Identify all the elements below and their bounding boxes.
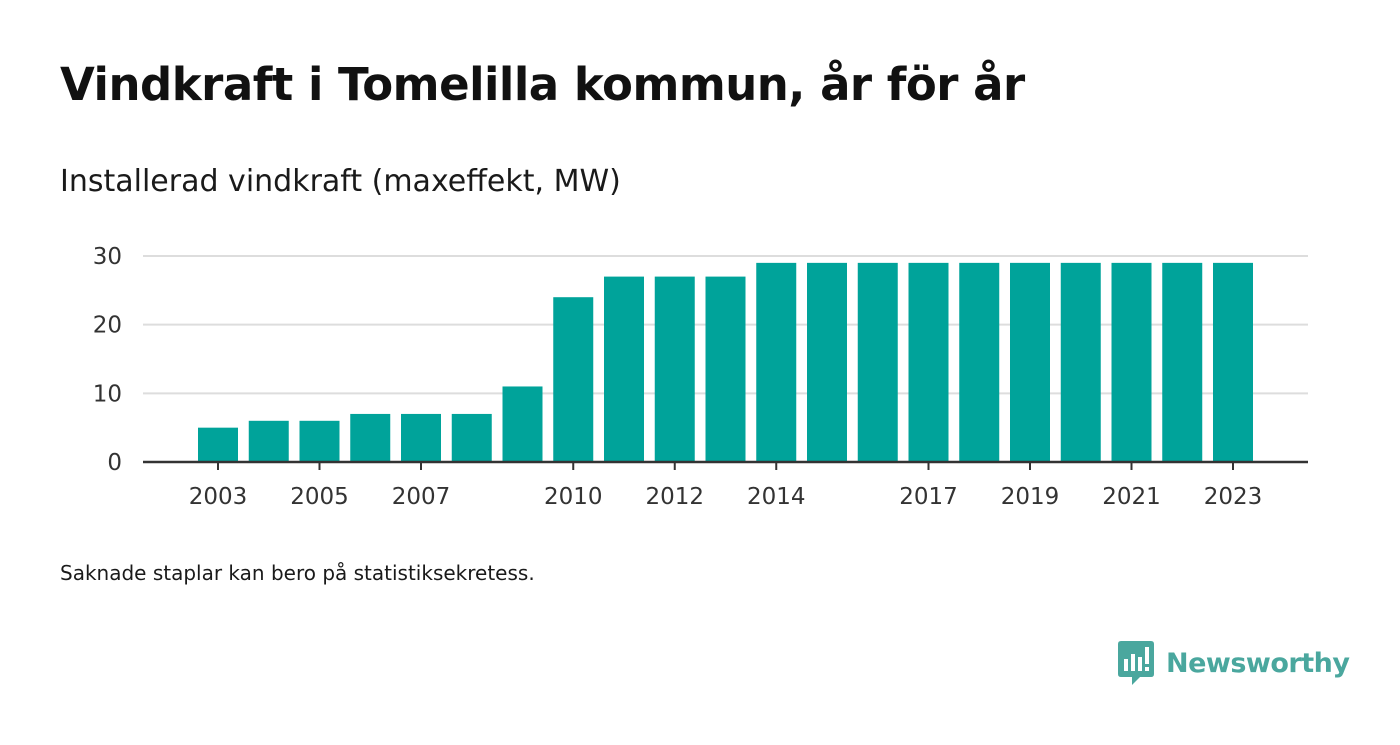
bar-2006: [350, 413, 391, 462]
bar-2009: [502, 386, 543, 462]
x-tick-label: 2023: [1204, 484, 1263, 510]
x-tick-label: 2005: [290, 484, 349, 510]
bar-2011: [604, 276, 644, 462]
bar-2005: [299, 420, 340, 462]
bar-2008: [451, 413, 492, 462]
bar-2014: [756, 262, 797, 462]
bar-2015: [807, 262, 847, 462]
footnote: Saknade staplar kan bero på statistiksek…: [60, 561, 535, 585]
bar-2017: [908, 262, 949, 462]
y-tick-label: 0: [107, 450, 122, 476]
bar-2012: [654, 276, 695, 462]
x-tick-label: 2019: [1001, 484, 1060, 510]
x-tick-label: 2021: [1102, 484, 1161, 510]
bar-chart-speech-bubble-icon: [1118, 641, 1154, 685]
bar-2019: [1010, 262, 1050, 462]
chart-title: Vindkraft i Tomelilla kommun, år för år: [60, 58, 1025, 111]
bar-2007: [401, 413, 441, 462]
brand-name: Newsworthy: [1166, 647, 1350, 679]
y-tick-label: 10: [93, 381, 122, 407]
x-tick-label: 2014: [747, 484, 806, 510]
bar-2021: [1111, 262, 1152, 462]
bar-2010: [553, 297, 594, 462]
x-tick-label: 2010: [544, 484, 603, 510]
bar-2022: [1162, 262, 1203, 462]
bar-2018: [959, 262, 1000, 462]
bar-2020: [1060, 262, 1101, 462]
chart-subtitle: Installerad vindkraft (maxeffekt, MW): [60, 164, 621, 199]
x-tick-label: 2007: [392, 484, 451, 510]
bars: [198, 262, 1253, 462]
y-tick-label: 20: [93, 313, 122, 339]
axes: 0 10 20 30 2003 2005 2007 2010 2012 2014 2017 2019 2…: [93, 244, 1308, 510]
bar-2016: [857, 262, 898, 462]
bar-2023: [1213, 262, 1253, 462]
bar-2004: [248, 420, 289, 462]
bar-2003: [198, 427, 238, 462]
y-tick-label: 30: [93, 244, 122, 270]
x-tick-label: 2003: [189, 484, 248, 510]
newsworthy-logo: Newsworthy: [1118, 640, 1350, 686]
x-tick-label: 2017: [899, 484, 958, 510]
x-tick-label: 2012: [645, 484, 704, 510]
bar-2013: [705, 276, 746, 462]
